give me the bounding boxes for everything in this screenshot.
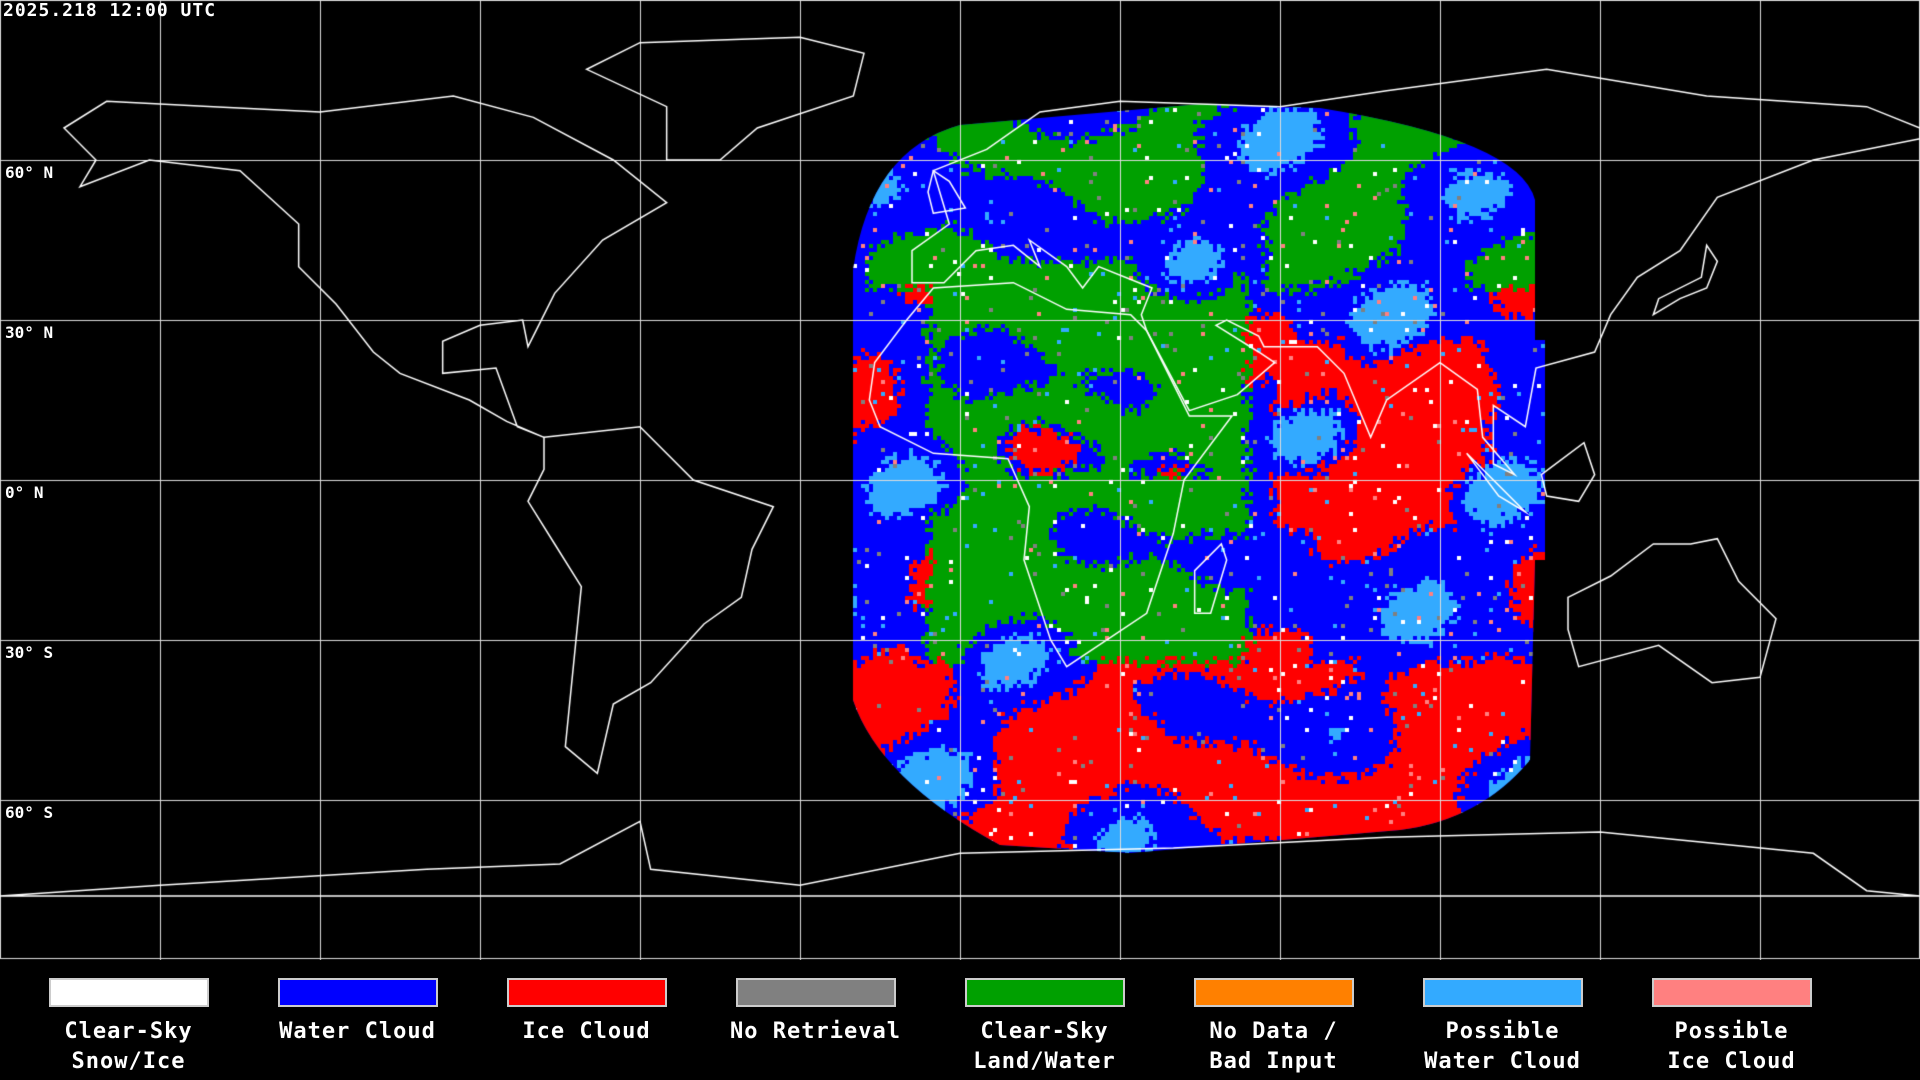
coastlines-and-grid	[0, 0, 1920, 960]
legend-item: Water Cloud	[243, 978, 472, 1047]
lat-label-30n: 30° N	[5, 323, 54, 342]
legend-swatch	[1651, 978, 1812, 1007]
legend-swatch	[48, 978, 209, 1007]
legend-swatch	[735, 978, 896, 1007]
legend-item: No Retrieval	[701, 978, 930, 1047]
lat-label-60s: 60° S	[5, 803, 54, 822]
legend-item: Possible Ice Cloud	[1617, 978, 1846, 1077]
legend: Clear-Sky Snow/Ice Water Cloud Ice Cloud…	[0, 960, 1920, 1080]
legend-item: Possible Water Cloud	[1388, 978, 1617, 1077]
legend-swatch	[506, 978, 667, 1007]
timestamp-title: 2025.218 12:00 UTC	[3, 0, 217, 21]
cloud-phase-map	[0, 0, 1920, 960]
legend-swatch	[1193, 978, 1354, 1007]
legend-item: Clear-Sky Snow/Ice	[14, 978, 243, 1077]
legend-swatch	[1422, 978, 1583, 1007]
lat-label-30s: 30° S	[5, 643, 54, 662]
legend-swatch	[964, 978, 1125, 1007]
lat-label-0n: 0° N	[5, 483, 44, 502]
legend-swatch	[277, 978, 438, 1007]
legend-item: Ice Cloud	[472, 978, 701, 1047]
lat-label-60n: 60° N	[5, 163, 54, 182]
legend-item: Clear-Sky Land/Water	[930, 978, 1159, 1077]
legend-item: No Data / Bad Input	[1159, 978, 1388, 1077]
